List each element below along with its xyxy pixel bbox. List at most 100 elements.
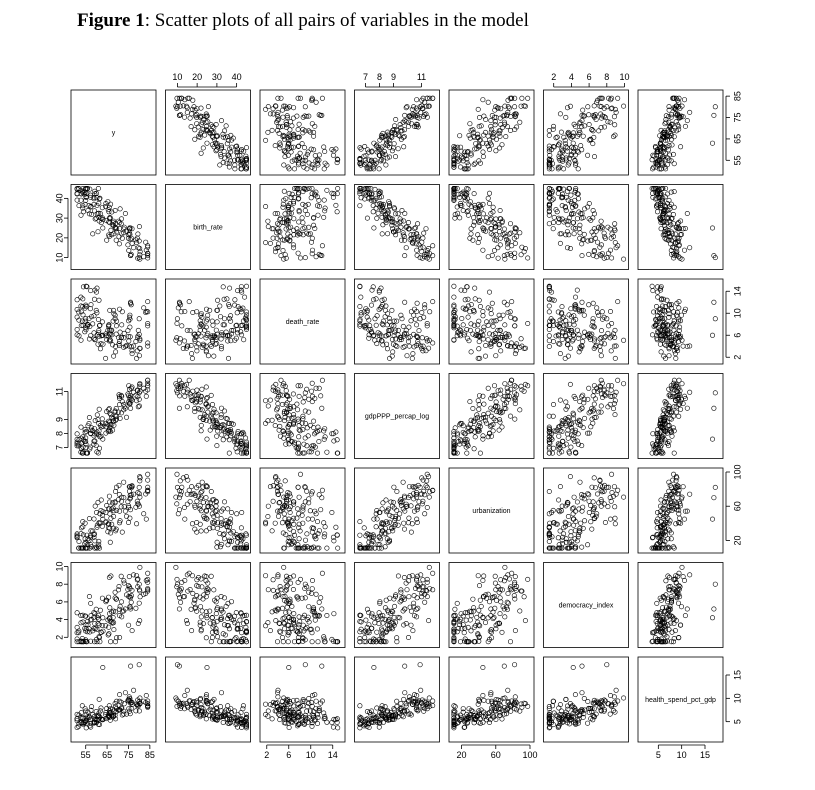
panel-death_rate-vs-urbanization [448, 278, 535, 365]
data-point [234, 146, 240, 152]
data-point [366, 317, 372, 323]
data-point [465, 296, 471, 302]
data-point [112, 500, 118, 506]
data-point [335, 186, 341, 192]
data-point [319, 95, 325, 101]
data-point [556, 450, 562, 456]
data-point [485, 410, 491, 416]
data-point [302, 537, 308, 543]
data-point [559, 154, 565, 160]
data-point [559, 203, 565, 209]
data-point [322, 205, 328, 211]
data-point [307, 422, 313, 428]
data-point [205, 409, 211, 415]
data-point [471, 322, 477, 328]
data-point [670, 544, 676, 550]
data-point [244, 312, 250, 318]
data-point [313, 99, 319, 105]
data-point [295, 250, 301, 256]
data-point [405, 123, 411, 129]
data-point [238, 306, 244, 312]
data-point [592, 112, 598, 118]
data-point [465, 162, 471, 168]
data-point [517, 119, 523, 125]
data-point [84, 284, 90, 290]
data-point [488, 311, 494, 317]
data-point [244, 157, 250, 163]
data-point [670, 128, 676, 134]
data-point [506, 105, 512, 111]
data-point [609, 471, 615, 477]
data-point [275, 228, 281, 234]
data-point [502, 381, 508, 387]
data-point [546, 143, 552, 149]
data-point [263, 420, 269, 426]
data-point [591, 103, 597, 109]
data-point [493, 148, 499, 154]
data-point [92, 191, 98, 197]
data-point [297, 231, 303, 237]
data-point [480, 201, 486, 207]
data-point [232, 166, 238, 172]
data-point [274, 112, 280, 118]
data-point [311, 191, 317, 197]
data-point [557, 351, 563, 357]
data-point [96, 333, 102, 339]
data-point [475, 322, 481, 328]
data-point [112, 208, 118, 214]
data-point [267, 484, 273, 490]
panel-y-vs-birth_rate [165, 89, 251, 176]
data-point [294, 401, 300, 407]
data-point [371, 140, 377, 146]
data-point [106, 594, 112, 600]
data-point [665, 215, 671, 221]
data-point [677, 255, 683, 261]
data-point [397, 334, 403, 340]
data-point [546, 303, 552, 309]
data-point [214, 147, 220, 153]
data-point [99, 622, 105, 628]
panel-frame [637, 467, 724, 554]
data-point [369, 191, 375, 197]
data-point [364, 166, 370, 172]
data-point [239, 509, 245, 515]
data-point [198, 428, 204, 434]
data-point [302, 225, 308, 231]
data-point [116, 342, 122, 348]
data-point [93, 307, 99, 313]
data-point [96, 214, 102, 220]
data-point [296, 219, 302, 225]
data-point [387, 355, 393, 361]
data-point [137, 564, 143, 570]
data-point [95, 316, 101, 322]
data-point [380, 222, 386, 228]
data-point [475, 240, 481, 246]
data-point [563, 399, 569, 405]
data-point [670, 151, 676, 157]
data-point [304, 425, 310, 431]
data-point [97, 322, 103, 328]
data-point [112, 224, 118, 230]
data-point [676, 305, 682, 311]
data-point [297, 150, 303, 156]
data-point [228, 318, 234, 324]
data-point [572, 157, 578, 163]
data-point [401, 526, 407, 532]
data-point [477, 203, 483, 209]
data-point [586, 498, 592, 504]
data-point [571, 494, 577, 500]
data-point [546, 191, 552, 197]
data-point [187, 499, 193, 505]
data-point [100, 332, 106, 338]
data-point [582, 415, 588, 421]
data-point [127, 231, 133, 237]
data-point [414, 247, 420, 253]
data-point [96, 622, 102, 628]
data-point [265, 503, 271, 509]
data-point [135, 231, 141, 237]
data-point [297, 255, 303, 261]
data-point [590, 113, 596, 119]
data-point [274, 221, 280, 227]
data-point [406, 343, 412, 349]
data-point [309, 162, 315, 168]
